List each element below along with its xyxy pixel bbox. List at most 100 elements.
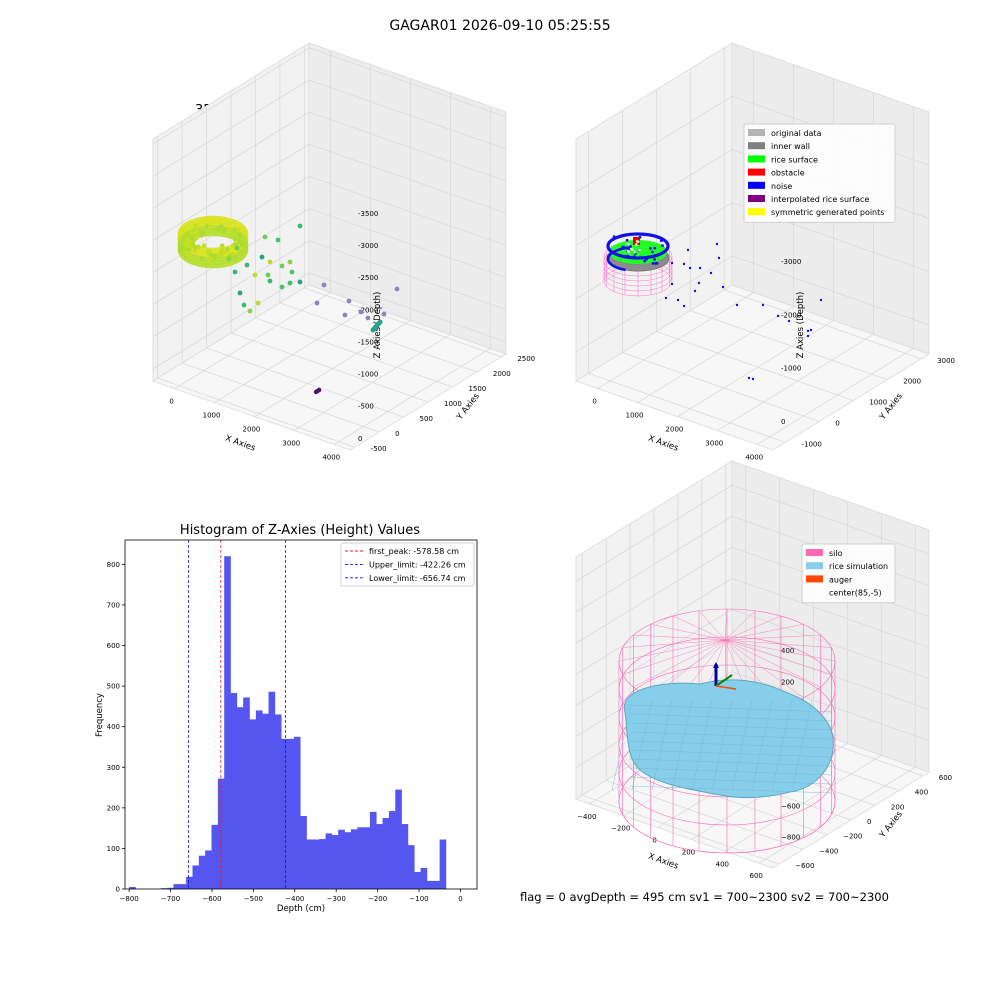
p4-silo-roof-line <box>633 639 726 688</box>
p1-point <box>255 300 261 306</box>
p2-grid-y <box>656 331 854 401</box>
p3-bar <box>255 710 263 889</box>
p3-bar <box>331 835 339 889</box>
p3-bar <box>312 839 320 889</box>
p2-legend-swatch <box>748 129 765 136</box>
p2-grid-x <box>757 348 914 445</box>
p1-point <box>247 308 253 314</box>
p2-noise-point <box>670 261 674 265</box>
p4-x-tick: 400 <box>716 860 729 868</box>
p4-rice-mesh <box>629 767 833 776</box>
p3-bar <box>306 839 314 889</box>
p1-point <box>289 269 295 275</box>
p1-x-tick: 3000 <box>282 440 300 448</box>
p1-grid-z <box>152 143 507 241</box>
p4-grid-z <box>575 578 930 675</box>
p4-silo-roof-line <box>724 639 804 698</box>
p4-silo-roof-line <box>724 639 832 648</box>
p4-y-label: Y Axies <box>877 809 905 841</box>
p1-point <box>234 245 240 251</box>
p3-bar <box>338 829 345 889</box>
p2-legend-swatch <box>748 181 765 189</box>
p2-noise-point <box>626 254 630 258</box>
p1-point <box>381 311 387 317</box>
p2-grid-x <box>597 292 754 389</box>
p2-noise-point <box>697 281 701 285</box>
p1-grid-z <box>152 272 507 370</box>
p4-rice-mesh <box>629 758 833 767</box>
p1-grid-z <box>152 79 507 177</box>
p3-bar <box>230 692 238 889</box>
p4-legend-label: silo <box>829 549 843 558</box>
p1-y-tick: -500 <box>371 445 387 453</box>
p1-point <box>279 284 285 290</box>
p3-bar <box>262 713 269 889</box>
p2-z-tick: 0 <box>781 418 785 426</box>
p3-bar <box>160 888 168 889</box>
p1-point <box>287 259 293 265</box>
p4-rice-surface <box>623 679 834 799</box>
p2-original-point <box>630 248 634 252</box>
p4-silo-roof-line <box>622 639 726 648</box>
p3-bar <box>186 876 193 889</box>
p4-silo-roof-line <box>650 624 726 641</box>
p1-point <box>275 237 281 243</box>
p1-point <box>215 226 221 232</box>
p4-y-tick: 200 <box>891 803 904 811</box>
p1-point <box>262 234 268 240</box>
p2-z-tick: -2000 <box>781 311 801 319</box>
p2-noise-point <box>638 235 642 239</box>
p1-point <box>192 247 198 253</box>
p3-bar <box>173 884 181 889</box>
p3-bar <box>300 815 307 889</box>
p1-x-tick: 2000 <box>243 426 261 434</box>
p2-y-tick: 3000 <box>937 357 955 365</box>
p2-noise-point <box>623 254 627 258</box>
p1-point <box>199 255 204 261</box>
p1-point <box>226 256 232 262</box>
p2-y-tick: 0 <box>835 419 839 427</box>
p2-original-point <box>638 248 641 252</box>
p2-legend-box <box>743 123 896 223</box>
p3-bar <box>287 738 295 889</box>
p1-point <box>321 282 327 288</box>
p1-y-tick: 1500 <box>468 385 486 393</box>
p2-noise-point <box>651 262 655 265</box>
p4-silo-roof-line <box>622 639 726 675</box>
p4-x-tick: −400 <box>577 813 596 821</box>
p2-noise-point <box>612 235 616 239</box>
p1-point <box>193 235 199 241</box>
p1-grid-y <box>230 332 429 403</box>
p3-x-tick: −600 <box>202 895 221 903</box>
p1-point <box>219 250 225 256</box>
p2-grid-y <box>588 372 786 443</box>
p3-bar <box>179 884 187 889</box>
p1-point <box>184 250 189 255</box>
p4-silo-front-arc <box>618 800 836 854</box>
p3-legend-label: Lower_limit: -656.74 cm <box>369 574 466 583</box>
p2-grid-y <box>622 352 820 422</box>
p3-bar <box>243 697 250 889</box>
p4-x-tick: 0 <box>652 837 656 845</box>
p4-y-tick: −200 <box>843 833 862 841</box>
p1-x-tick: 4000 <box>322 453 340 461</box>
p3-legend-label: first_peak: -578.58 cm <box>369 547 459 556</box>
p1-grid-z <box>152 208 507 305</box>
plot3-title: Histogram of Z-Axies (Height) Values <box>179 523 421 538</box>
p1-point <box>211 253 217 258</box>
p2-y-tick: 2000 <box>903 378 921 386</box>
p1-point <box>206 249 211 254</box>
p1-y-tick: 2500 <box>517 355 535 363</box>
p2-noise-point <box>747 376 751 380</box>
p1-point <box>188 235 194 241</box>
p4-rice-mesh <box>629 713 833 722</box>
p1-z-tick: -1500 <box>358 338 378 346</box>
p2-noise-point <box>659 239 663 243</box>
p4-auger-y-arrow <box>715 674 733 687</box>
p3-bar <box>369 811 377 889</box>
p4-rice-mesh <box>631 699 653 791</box>
p4-auger-x-arrow <box>715 685 737 690</box>
p3-bar <box>281 738 288 889</box>
